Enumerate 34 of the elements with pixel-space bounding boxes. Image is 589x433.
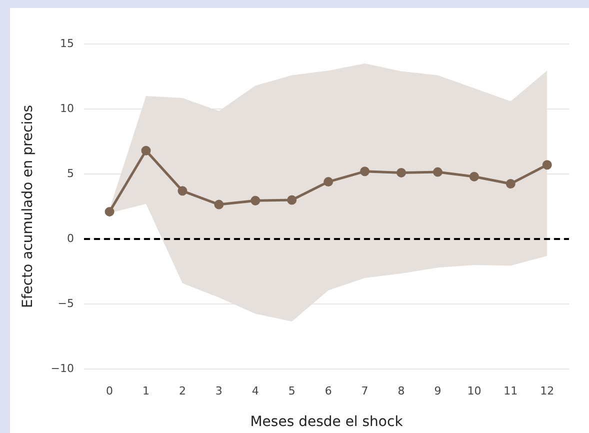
point (250, 196, 260, 206)
y-tick-label: 0 (67, 232, 74, 245)
point (104, 206, 114, 216)
x-tick-label: 1 (142, 384, 150, 398)
x-tick-label: 7 (361, 384, 368, 398)
x-tick-label: 8 (398, 384, 405, 398)
x-tick-label: 10 (467, 384, 482, 398)
x-tick-label: 6 (324, 384, 332, 398)
y-tick-label: −5 (58, 296, 74, 310)
y-axis-title: Efecto acumulado en precios (20, 105, 36, 308)
x-tick-label: 11 (504, 384, 518, 398)
point (432, 167, 442, 177)
point (324, 177, 334, 187)
point (141, 146, 151, 156)
point (287, 195, 297, 205)
x-tick-label: 12 (540, 384, 554, 398)
point (214, 200, 224, 210)
point (360, 166, 370, 176)
y-tick-label: 15 (60, 36, 74, 50)
point (469, 172, 479, 182)
x-tick-label: 3 (215, 384, 222, 398)
point (178, 186, 188, 196)
x-tick-label: 5 (288, 384, 296, 398)
x-axis-title: Meses desde el shock (250, 414, 404, 430)
x-tick-label: 0 (106, 384, 114, 398)
x-tick-label: 9 (434, 384, 442, 398)
x-tick-label: 4 (252, 384, 259, 398)
point (542, 160, 552, 170)
x-tick-label: 2 (178, 384, 186, 398)
y-tick-label: 10 (60, 102, 74, 115)
y-tick-label: −10 (50, 362, 74, 375)
y-tick-label: 5 (67, 166, 74, 180)
point (506, 179, 516, 188)
point (396, 168, 406, 178)
